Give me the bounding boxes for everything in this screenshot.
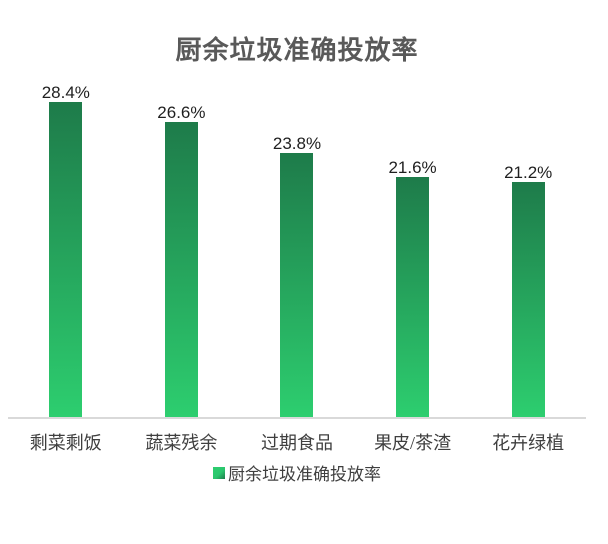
bar-column: 23.8% xyxy=(239,84,355,417)
category-label: 花卉绿植 xyxy=(492,433,565,453)
category-label: 过期食品 xyxy=(260,433,333,453)
plot-area: 28.4% 26.6% 23.8% 21.6% 21.2% xyxy=(8,84,586,419)
bar xyxy=(511,182,545,417)
category-label: 剩菜剩饭 xyxy=(29,433,102,453)
legend-swatch-icon xyxy=(213,466,225,479)
category-label: 蔬菜残余 xyxy=(145,433,218,453)
bar xyxy=(49,102,83,417)
bar-chart: 厨余垃圾准确投放率 28.4% 26.6% 23.8% 21.6% 21.2% … xyxy=(8,36,586,485)
bar-column: 21.2% xyxy=(470,84,586,417)
value-label: 28.4% xyxy=(41,83,90,102)
value-label: 26.6% xyxy=(157,103,206,122)
bar xyxy=(396,177,430,417)
chart-title: 厨余垃圾准确投放率 xyxy=(175,36,419,65)
x-axis-labels: 剩菜剩饭 蔬菜残余 过期食品 果皮/茶渣 花卉绿植 xyxy=(8,419,586,455)
bar-column: 26.6% xyxy=(124,84,240,417)
bar xyxy=(280,153,314,417)
value-label: 21.6% xyxy=(388,158,437,177)
bar-column: 21.6% xyxy=(355,84,471,417)
category-label: 果皮/茶渣 xyxy=(374,433,452,453)
bar xyxy=(164,122,198,417)
legend-label: 厨余垃圾准确投放率 xyxy=(228,465,381,484)
value-label: 23.8% xyxy=(272,134,322,153)
bar-column: 28.4% xyxy=(8,84,124,417)
legend: 厨余垃圾准确投放率 xyxy=(8,460,586,485)
value-label: 21.2% xyxy=(504,163,553,182)
